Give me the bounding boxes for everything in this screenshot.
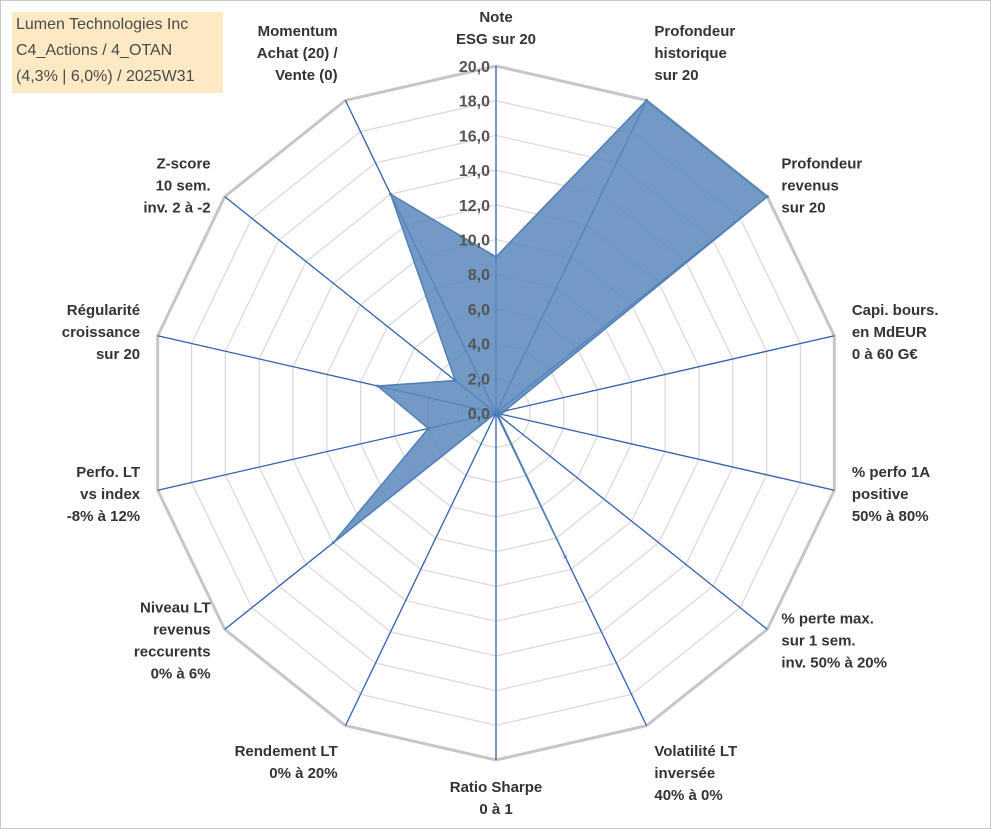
tick-label: 4,0 [468,337,490,354]
title-line-period: (4,3% | 6,0%) / 2025W31 [16,68,195,85]
tick-label: 12,0 [459,198,490,215]
axis-spoke [495,412,768,630]
data-point [389,192,393,196]
tick-label: 18,0 [459,94,490,111]
axis-label: Capi. bours. en MdEUR 0 à 60 G€ [852,302,939,363]
data-point [494,255,498,259]
axis-label: Momentum Achat (20) / Vente (0) [257,23,339,84]
tick-label: 2,0 [468,371,490,388]
axis-label: Volatilité LT inversée 40% à 0% [654,743,737,804]
data-point [645,98,649,102]
data-point [499,412,503,416]
axis-spoke [495,412,835,491]
axis-spoke [224,196,497,414]
axis-label: Note ESG sur 20 [456,9,536,48]
axis-label: Perfo. LT vs index -8% à 12% [67,464,141,525]
tick-label: 8,0 [468,267,490,284]
chart-title-box: Lumen Technologies Inc C4_Actions / 4_OT… [12,12,223,93]
axis-label: Régularité croissance sur 20 [62,302,140,363]
axis-label: Profondeur historique sur 20 [654,23,735,84]
data-point [563,555,567,559]
data-point [376,384,380,388]
axis-label: Niveau LT revenus reccurents 0% à 6% [134,600,211,683]
data-point [502,409,506,413]
title-line-category: C4_Actions / 4_OTAN [16,42,173,59]
axis-label: Ratio Sharpe 0 à 1 [450,779,543,818]
axis-label: % perte max. sur 1 sem. inv. 50% à 20% [781,611,887,672]
data-point [426,426,430,430]
data-point [494,411,498,415]
axis-spoke [495,335,835,414]
tick-label: 16,0 [459,128,490,145]
axis-label: Rendement LT 0% à 20% [235,743,338,782]
tick-label: 6,0 [468,302,490,319]
tick-label: 10,0 [459,233,490,250]
tick-label: 0,0 [468,406,490,423]
data-series-area [332,99,769,558]
axis-spoke [344,412,497,726]
tick-label: 20,0 [459,59,490,76]
tick-label: 14,0 [459,163,490,180]
title-line-company: Lumen Technologies Inc [16,16,189,33]
axis-label: % perfo 1A positive 50% à 80% [852,464,931,525]
data-point [331,541,335,545]
axis-label: Profondeur revenus sur 20 [781,155,862,216]
data-point [453,379,457,383]
data-point [765,195,769,199]
axis-label: Z-score 10 sem. inv. 2 à -2 [143,155,210,216]
